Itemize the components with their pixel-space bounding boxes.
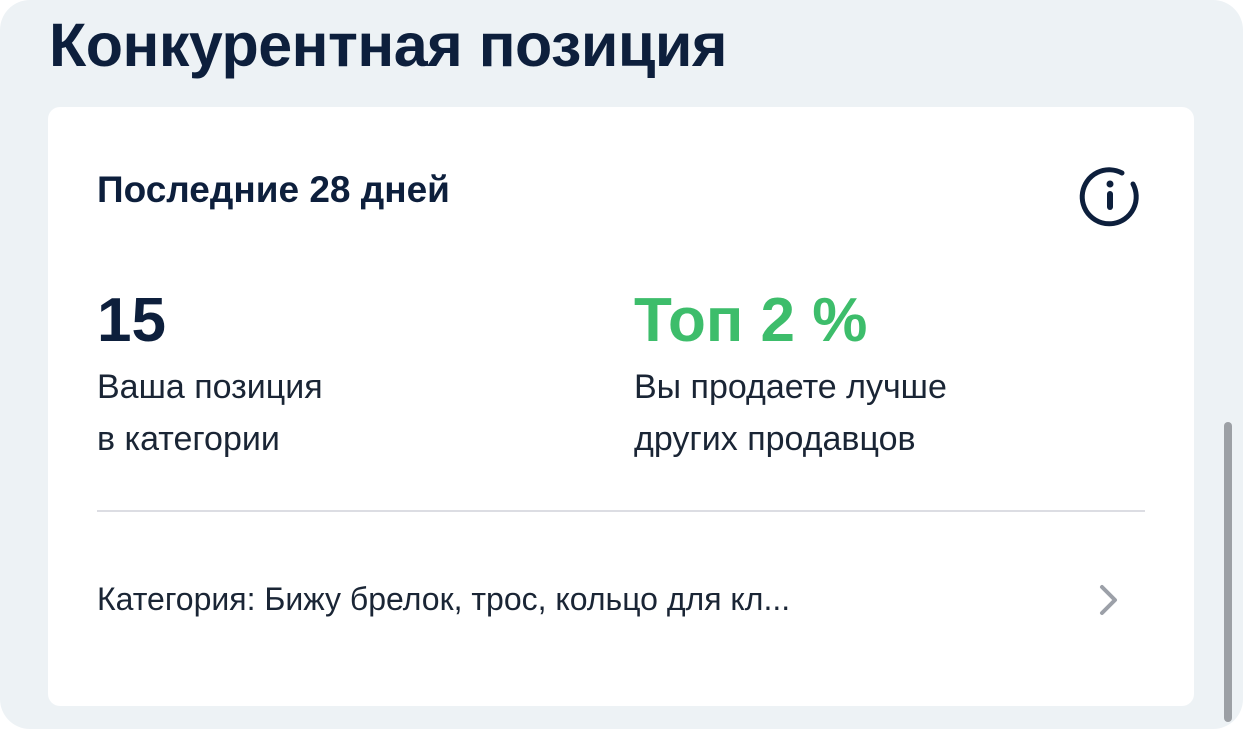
position-label-1: Ваша позиция [97,368,323,406]
period-label: Последние 28 дней [97,169,450,210]
info-button[interactable] [1078,164,1142,228]
info-icon [1079,167,1139,227]
position-value: 15 [97,286,166,355]
scrollbar[interactable] [1224,422,1232,722]
category-text: Категория: Бижу брелок, трос, кольцо для… [97,581,791,617]
position-stat: 15 Ваша позиция в категории [97,285,323,465]
chevron-right-icon [1100,585,1117,615]
top-stat: Топ 2 % Вы продаете лучше других продавц… [634,285,947,465]
competitive-position-card: Последние 28 дней 15 Ваша позиция в кате… [48,107,1194,706]
category-link[interactable]: Категория: Бижу брелок, трос, кольцо для… [97,577,1145,627]
top-label-2: других продавцов [634,420,916,458]
page-title: Конкурентная позиция [49,11,727,79]
position-label-2: в категории [97,420,280,458]
divider [97,510,1145,512]
top-label-1: Вы продаете лучше [634,368,947,406]
top-value: Топ 2 % [634,286,868,355]
